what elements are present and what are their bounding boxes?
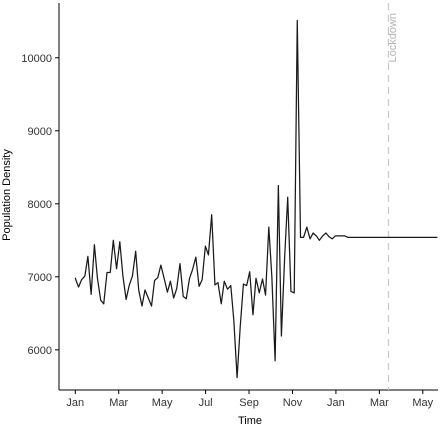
x-tick-label: Nov [283,397,303,409]
y-axis-ticks: 6000 7000 8000 9000 10000 [21,53,59,357]
y-tick-label: 8000 [28,199,52,211]
y-tick-label: 6000 [28,345,52,357]
x-axis-label: Time [238,415,262,427]
x-tick-label: Mar [109,397,128,409]
x-tick-label: Jul [199,397,213,409]
y-axis-label: Population Density [1,149,13,241]
x-tick-label: May [412,397,433,409]
x-tick-label: May [152,397,173,409]
x-tick-label: Sep [239,397,259,409]
x-tick-label: Mar [370,397,389,409]
plot-area: 6000 7000 8000 9000 10000 Jan Mar May Jul Sep Nov… [21,3,438,409]
population-density-line [74,19,438,379]
y-tick-label: 7000 [28,272,52,284]
x-tick-label: Jan [66,397,84,409]
y-tick-label: 10000 [21,53,52,65]
y-tick-label: 9000 [28,126,52,138]
lockdown-label: Lockdown [387,13,399,63]
x-tick-label: Jan [327,397,345,409]
series-group [74,19,438,379]
x-axis-ticks: Jan Mar May Jul Sep Nov Jan Mar May [66,390,434,409]
